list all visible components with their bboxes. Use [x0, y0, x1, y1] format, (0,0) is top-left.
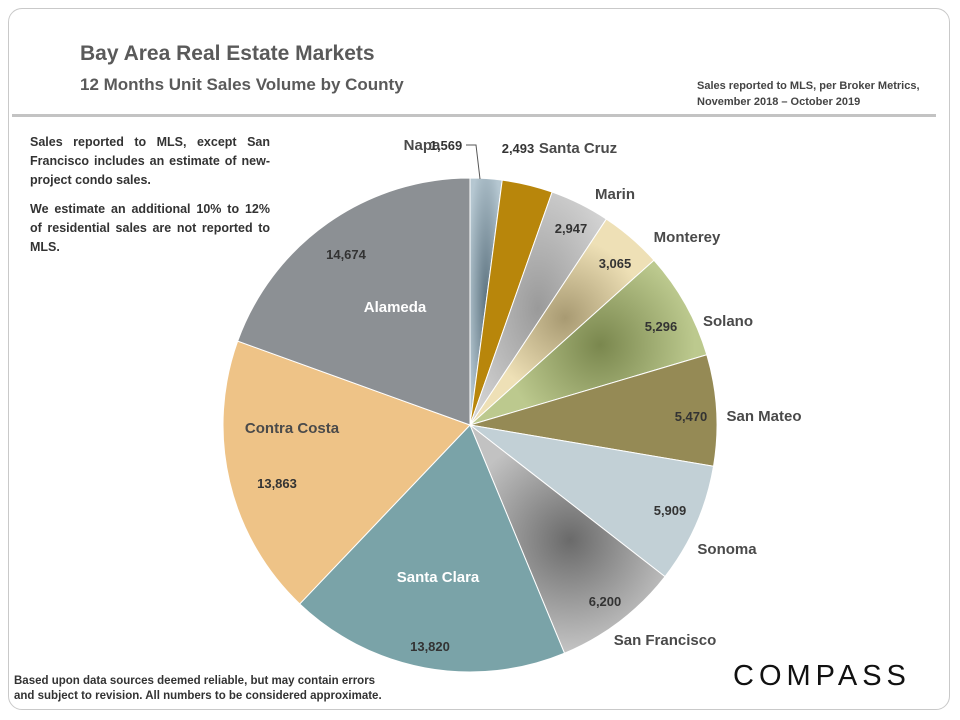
slice-label-monterey: Monterey — [654, 229, 721, 246]
slice-label-solano: Solano — [703, 313, 753, 330]
page-subtitle: 12 Months Unit Sales Volume by County — [80, 75, 404, 94]
slice-label-san-mateo: San Mateo — [726, 408, 801, 425]
slice-label-sonoma: Sonoma — [697, 541, 757, 558]
slice-value-monterey: 3,065 — [599, 256, 632, 271]
pie-slice-alameda — [237, 177, 471, 426]
slice-label-contra-costa: Contra Costa — [245, 420, 340, 437]
header-divider — [12, 114, 936, 117]
pie-slice-santa-clara — [299, 424, 566, 673]
note-mls-sales: Sales reported to MLS, except San Franci… — [30, 135, 270, 187]
disclaimer-line-2: and subject to revision. All numbers to … — [14, 690, 382, 702]
note-unreported-sales: We estimate an additional 10% to 12% of … — [30, 202, 270, 254]
pie-slice-san-mateo — [469, 354, 718, 467]
slice-value-solano: 5,296 — [645, 319, 678, 334]
compass-logo: COMPASS — [733, 660, 911, 692]
slice-value-santa-clara: 13,820 — [410, 639, 450, 654]
leader-line-napa — [466, 144, 481, 180]
slice-value-napa: 1,569 — [430, 138, 463, 153]
page-title: Bay Area Real Estate Markets — [80, 42, 375, 65]
source-note: Sales reported to MLS, per Broker Metric… — [697, 80, 920, 108]
slice-value-san-francisco: 6,200 — [589, 594, 622, 609]
slice-label-alameda: Alameda — [364, 299, 427, 316]
slice-label-santa-clara: Santa Clara — [397, 569, 480, 586]
slice-value-san-mateo: 5,470 — [675, 409, 708, 424]
slice-value-alameda: 14,674 — [326, 247, 367, 262]
pie-slice-san-francisco — [468, 423, 666, 654]
slice-label-santa-cruz: Santa Cruz — [539, 140, 617, 157]
slice-value-sonoma: 5,909 — [654, 503, 687, 518]
slice-value-contra-costa: 13,863 — [257, 476, 297, 491]
slice-value-marin: 2,947 — [555, 221, 588, 236]
pie-slice-solano — [469, 259, 708, 426]
pie-slice-sonoma — [469, 424, 715, 578]
slice-label-san-francisco: San Francisco — [614, 632, 717, 649]
disclaimer-line-1: Based upon data sources deemed reliable,… — [14, 675, 376, 687]
slice-label-napa: Napa — [404, 137, 441, 154]
slice-value-santa-cruz: 2,493 — [502, 141, 535, 156]
slice-label-marin: Marin — [595, 186, 635, 203]
disclaimer: Based upon data sources deemed reliable,… — [14, 674, 434, 704]
pie-slice-contra-costa — [222, 340, 471, 605]
